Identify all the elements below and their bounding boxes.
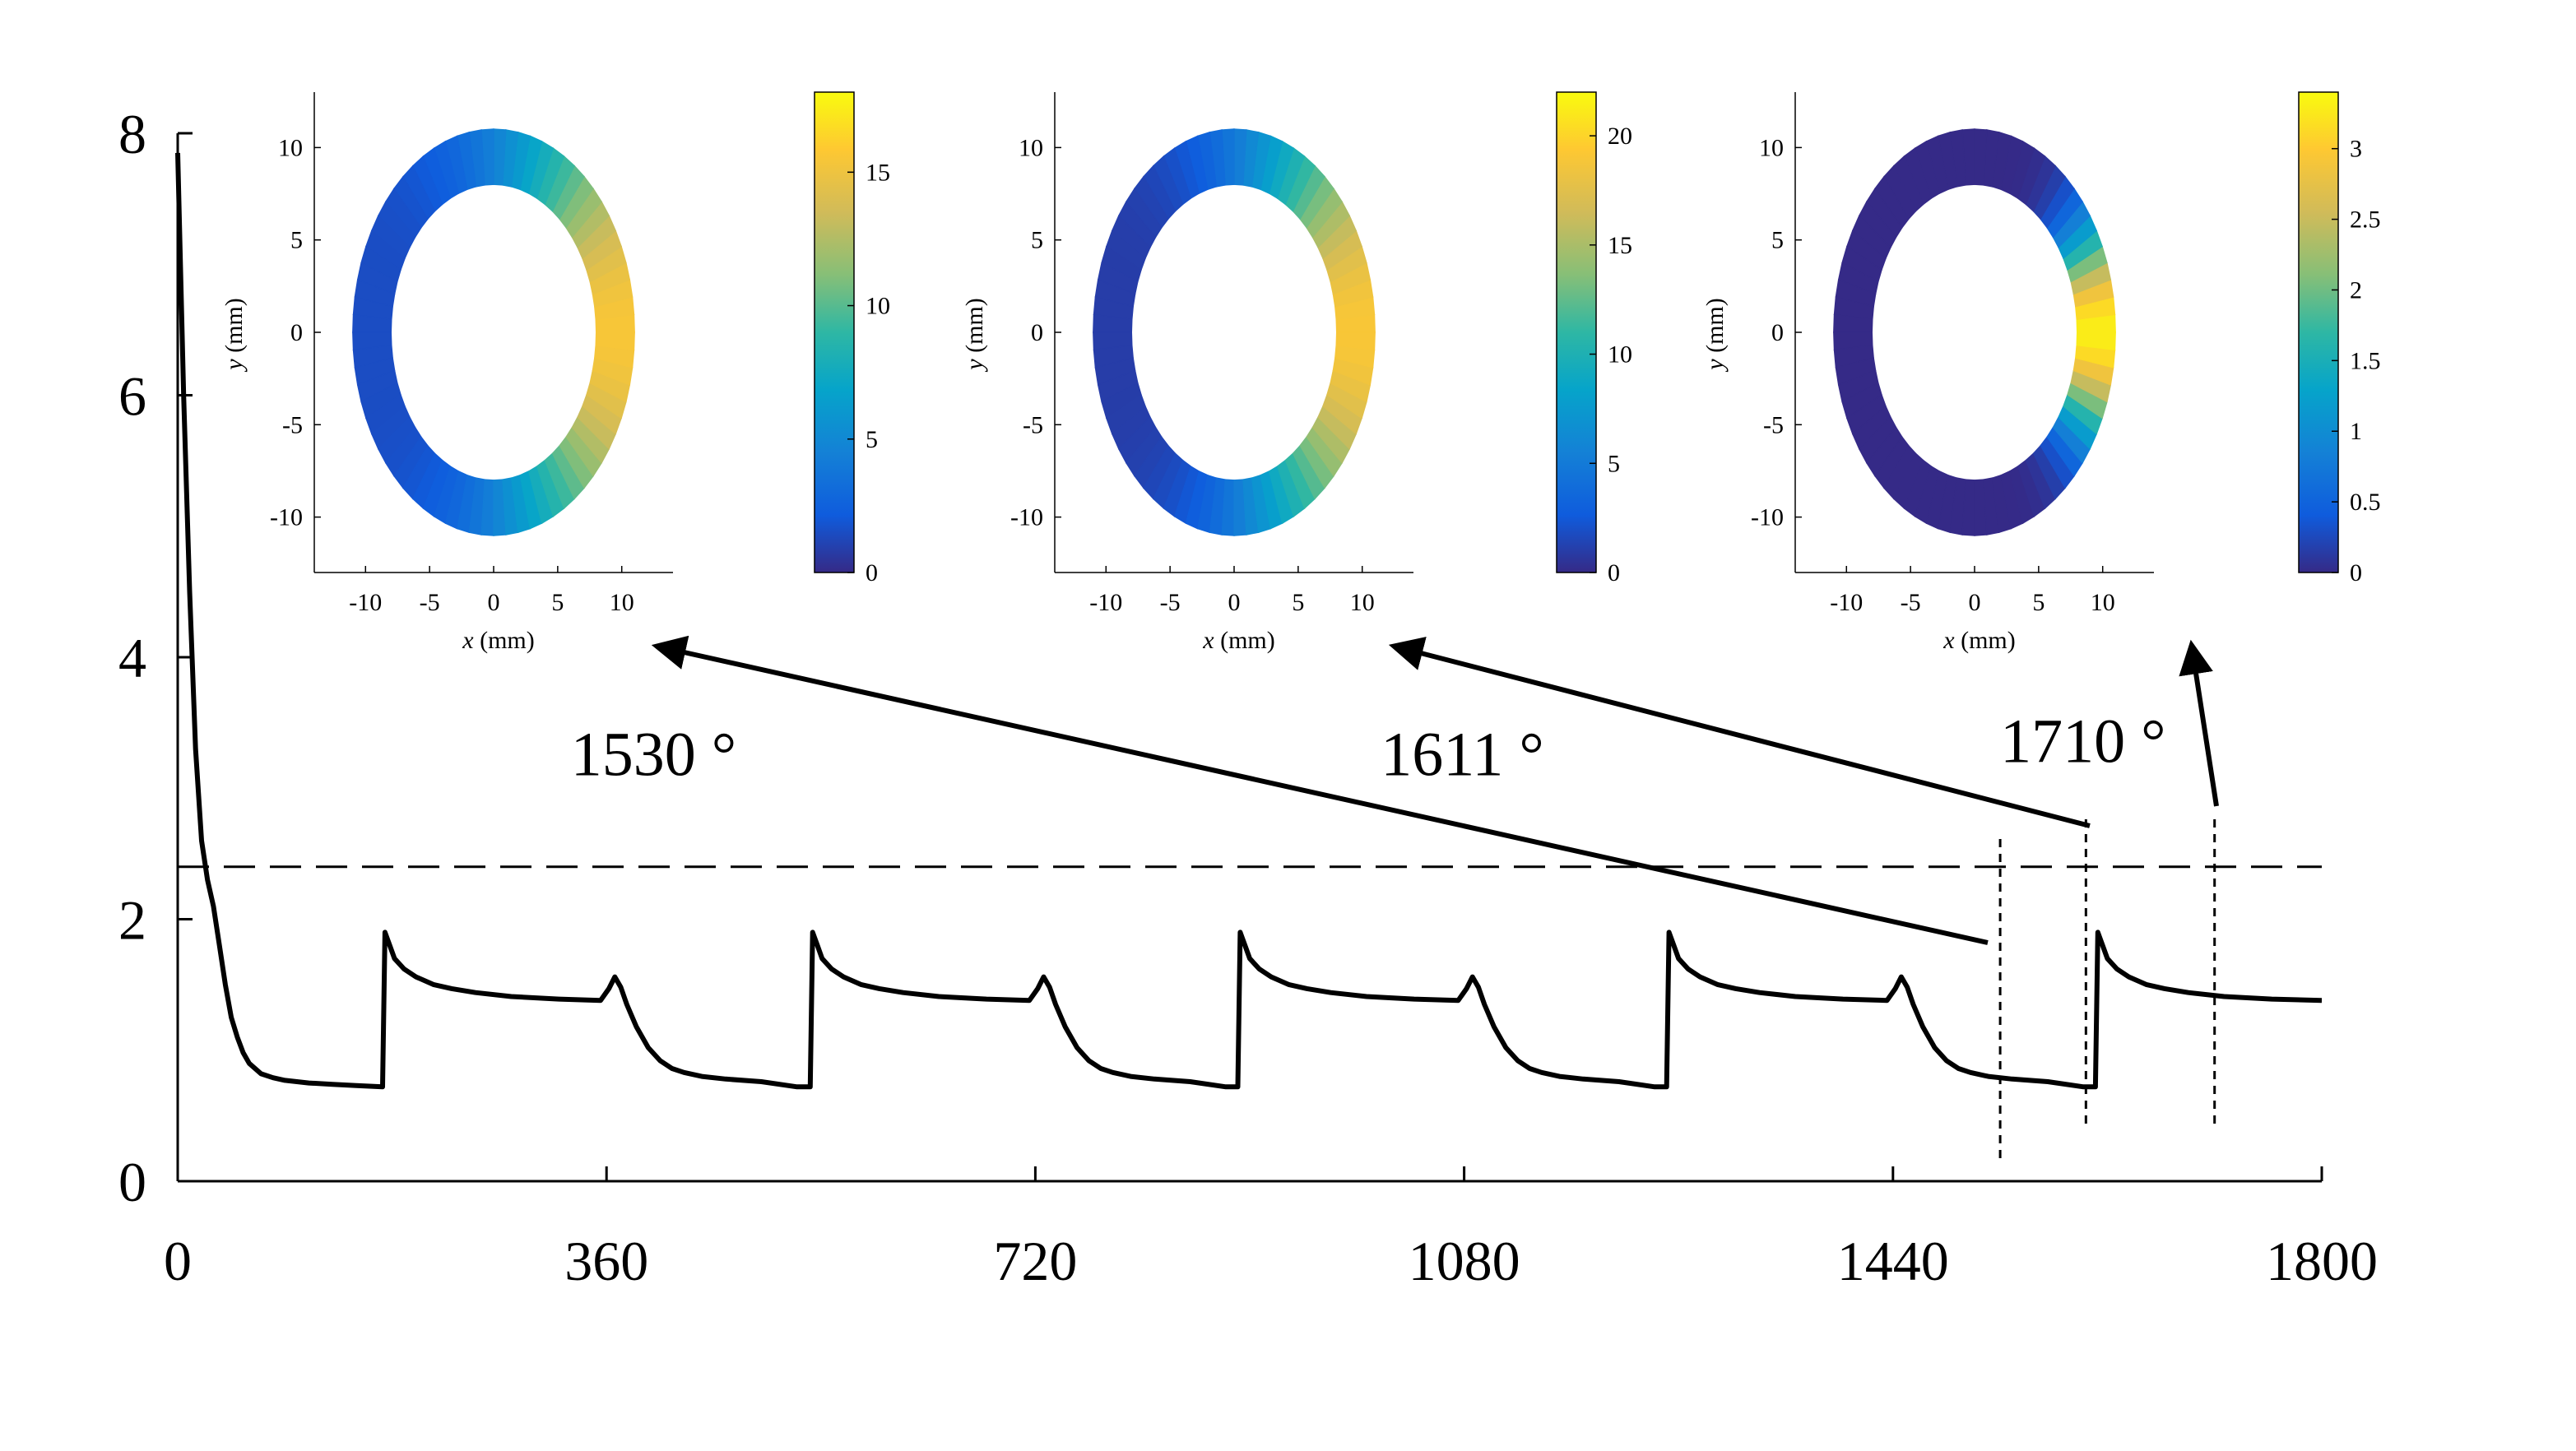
hmin-series-line [175, 152, 2323, 1090]
inset-y-tick-label: 5 [290, 227, 303, 254]
angle-annotation: 1710 ° [2000, 707, 2165, 776]
inset-x-tick-label: -10 [1830, 589, 1863, 616]
x-tick-label: 0 [164, 1230, 192, 1292]
y-tick-label: 2 [118, 889, 146, 952]
inset-x-tick-label: 10 [2091, 589, 2115, 616]
inset-y-tick-label: 10 [1759, 134, 1784, 161]
inset-y-tick-label: -10 [1751, 504, 1784, 531]
inset-x-tick-label: 10 [1350, 589, 1375, 616]
inset-y-tick-label: -10 [1010, 504, 1043, 531]
colorbar [1556, 91, 1597, 573]
colorbar-tick-label: 0 [2350, 559, 2362, 586]
y-tick-label: 8 [118, 103, 146, 165]
inset-y-label-text: y (mm) [1701, 298, 1729, 372]
x-tick-label: 720 [993, 1230, 1077, 1292]
x-tick-label: 360 [564, 1230, 648, 1292]
inset-x-tick-label: 5 [1292, 589, 1304, 616]
annulus-cell [2076, 331, 2116, 351]
inset-x-tick-label: -5 [420, 589, 440, 616]
y-tick-label: 4 [118, 627, 146, 689]
x-tick-label: 1440 [1837, 1230, 1949, 1292]
inset-y-tick-label: -5 [1763, 411, 1784, 438]
inset-x-tick-label: 0 [1969, 589, 1981, 616]
colorbar [814, 91, 855, 573]
inset-x-tick-label: 5 [551, 589, 564, 616]
arrow-1611 [1388, 637, 2091, 828]
inset-x-tick-label: -10 [349, 589, 382, 616]
annulus-cell [1335, 331, 1376, 351]
inset-y-tick-label: 5 [1031, 227, 1043, 254]
inset-x-tick-label: 0 [488, 589, 500, 616]
x-tick-label: 1080 [1409, 1230, 1520, 1292]
colorbar-tick-label: 2 [2350, 276, 2362, 304]
inset-y-label: y (mm) [961, 298, 988, 372]
colorbar-tick-label: 1.5 [2350, 347, 2381, 374]
colorbar-tick-label: 10 [866, 293, 890, 320]
colorbar-tick-label: 2.5 [2350, 206, 2381, 234]
inset-x-tick-label: -5 [1901, 589, 1921, 616]
colorbar-tick-label: 5 [866, 426, 878, 453]
inset-y-label-text: y (mm) [220, 298, 248, 372]
inset-x-tick-label: 0 [1228, 589, 1241, 616]
inset-stress-map-3: -10 -5 0 5 10 -10 -5 0 5 10 x (mm) y (mm) 0 0.5 1 1.5 2 2… [1701, 91, 2381, 654]
inset-x-tick-label: 10 [610, 589, 634, 616]
angle-annotation: 1530 ° [571, 720, 736, 789]
inset-y-tick-label: 0 [1771, 319, 1784, 346]
inset-y-label: y (mm) [220, 298, 248, 372]
colorbar-tick-label: 0 [1608, 559, 1620, 586]
colorbar-tick-label: 3 [2350, 136, 2362, 163]
inset-stress-map-2: -10 -5 0 5 10 -10 -5 0 5 10 x (mm) y (mm) 0 5 10 15 20 [961, 91, 1632, 654]
colorbar-tick-label: 15 [1608, 232, 1632, 259]
inset-stress-map-1: -10 -5 0 5 10 -10 -5 0 5 10 x (mm) y (mm) 0 5 10 15 [220, 91, 890, 654]
inset-x-label: x (mm) [1202, 627, 1274, 654]
colorbar-tick-label: 1 [2350, 418, 2362, 445]
inset-x-tick-label: -10 [1089, 589, 1122, 616]
inset-x-tick-label: 5 [2032, 589, 2045, 616]
inset-y-label: y (mm) [1701, 298, 1729, 372]
inset-y-tick-label: -5 [1023, 411, 1043, 438]
inset-y-tick-label: 10 [1019, 134, 1043, 161]
y-tick-label: 0 [118, 1151, 146, 1213]
colorbar [2298, 91, 2339, 573]
main-plot: 0 360 720 1080 1440 1800 0 2 4 6 8 1530 ° 1611 ° 171… [118, 103, 2378, 1292]
colorbar-tick-label: 0 [866, 559, 878, 586]
inset-x-label: x (mm) [462, 627, 534, 654]
inset-y-tick-label: -5 [282, 411, 303, 438]
arrow-1710 [2179, 639, 2219, 807]
inset-x-tick-label: -5 [1160, 589, 1181, 616]
inset-x-label: x (mm) [1942, 627, 2015, 654]
colorbar-tick-label: 5 [1608, 450, 1620, 477]
x-tick-label: 1800 [2266, 1230, 2378, 1292]
annulus-cell [595, 331, 635, 351]
colorbar-tick-label: 15 [866, 159, 890, 186]
y-tick-label: 6 [118, 365, 146, 428]
inset-y-tick-label: 10 [278, 134, 303, 161]
colorbar-tick-label: 10 [1608, 341, 1632, 369]
inset-y-tick-label: 0 [290, 319, 303, 346]
inset-y-tick-label: -10 [270, 504, 303, 531]
colorbar-tick-label: 20 [1608, 123, 1632, 150]
inset-y-tick-label: 0 [1031, 319, 1043, 346]
colorbar-tick-label: 0.5 [2350, 489, 2381, 516]
inset-y-tick-label: 5 [1771, 227, 1784, 254]
angle-annotation: 1611 ° [1381, 720, 1544, 789]
arrow-1530 [651, 635, 1989, 945]
inset-y-label-text: y (mm) [961, 298, 988, 372]
